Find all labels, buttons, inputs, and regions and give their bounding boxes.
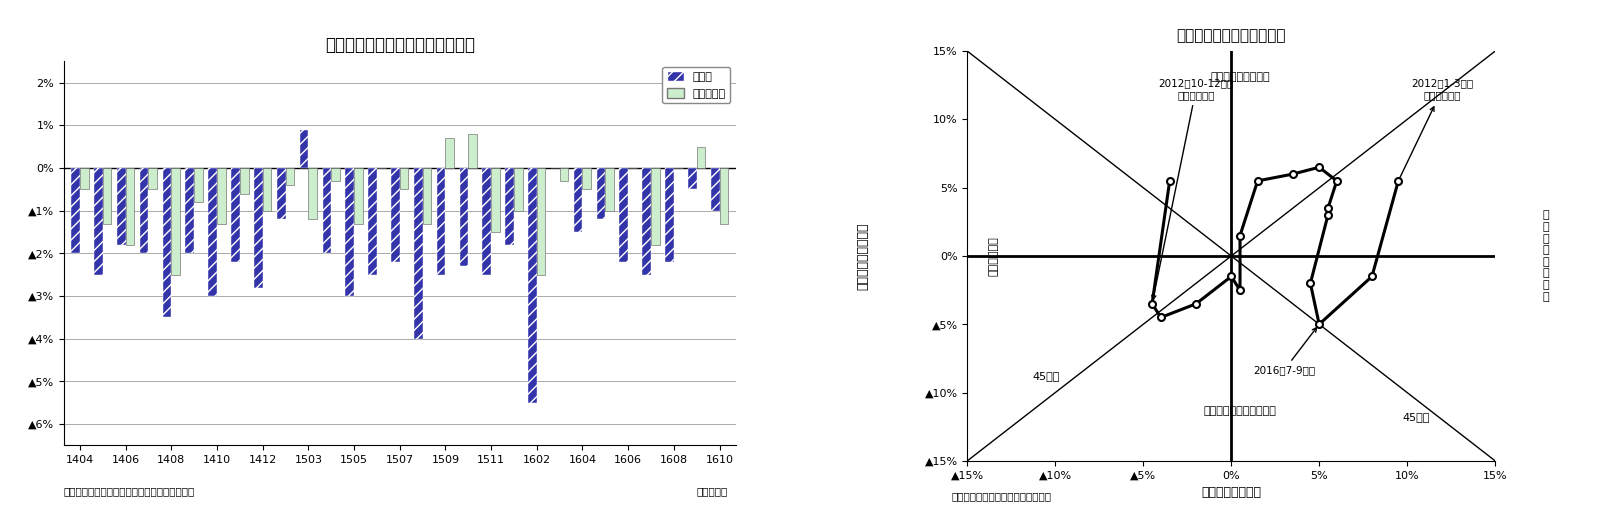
Bar [353,168,363,224]
Bar [102,168,112,224]
Text: 45度線: 45度線 [1033,371,1060,381]
Bar [345,168,353,296]
Bar [185,168,193,253]
Bar [422,168,432,224]
Text: 45度線: 45度線 [1402,412,1430,422]
Bar [392,168,400,262]
Bar [560,168,568,181]
Bar [697,147,705,168]
Bar [712,168,720,211]
Bar [643,168,651,275]
Bar [596,168,606,219]
Text: 2012年10-12月期
（景気の谷）: 2012年10-12月期 （景気の谷） [1151,78,1234,300]
Bar [163,168,171,317]
Bar [299,130,309,168]
Bar [651,168,660,245]
Bar [193,168,203,202]
Bar [437,168,446,275]
Text: 在
庫
積
み
増
し
局
面: 在 庫 積 み 増 し 局 面 [1543,210,1549,302]
X-axis label: 出荷・前年同期比: 出荷・前年同期比 [1201,486,1262,499]
Text: 在庫積み上がり局面: 在庫積み上がり局面 [1210,72,1270,82]
Bar [513,168,523,211]
Bar [139,168,149,253]
Bar [528,168,537,403]
Bar [117,168,126,245]
Bar [217,168,225,224]
Bar [126,168,134,245]
Legend: 実現率, 予測修正率: 実現率, 予測修正率 [662,67,731,103]
Title: 最近の実現率、予測修正率の推移: 最近の実現率、予測修正率の推移 [325,36,475,54]
Bar [368,168,377,275]
Bar [720,168,728,224]
Bar [208,168,217,296]
Y-axis label: 在庫・前年同期末比: 在庫・前年同期末比 [855,222,868,290]
Bar [459,168,469,266]
Text: （資料）経済産業省「製造工業生産予測指数」: （資料）経済産業省「製造工業生産予測指数」 [64,486,195,497]
Bar [491,168,500,232]
Bar [574,168,582,232]
Text: 2012年1-3月期
（景気の山）: 2012年1-3月期 （景気の山） [1399,78,1473,178]
Bar [483,168,491,275]
Bar [606,168,614,211]
Text: 意図せざる在庫減少局面: 意図せざる在庫減少局面 [1204,406,1276,416]
Bar [240,168,248,194]
Bar [414,168,422,339]
Bar [665,168,673,262]
Bar [309,168,317,219]
Bar [277,168,286,219]
Bar [688,168,697,189]
Bar [72,168,80,253]
Text: （資料）経済産業省「鉱工業指数」: （資料）経済産業省「鉱工業指数」 [951,492,1052,502]
Bar [469,134,477,168]
Bar [80,168,88,189]
Bar [171,168,181,275]
Bar [537,168,545,275]
Text: 2016年7-9月期: 2016年7-9月期 [1254,328,1316,375]
Bar [149,168,157,189]
Bar [505,168,513,245]
Text: 在庫調整局面: 在庫調整局面 [988,236,999,276]
Bar [446,138,454,168]
Bar [254,168,262,288]
Bar [619,168,628,262]
Text: （年・月）: （年・月） [696,486,728,497]
Bar [94,168,102,275]
Bar [232,168,240,262]
Bar [331,168,341,181]
Bar [323,168,331,253]
Bar [582,168,592,189]
Title: 在庫循環図（鉱工業全体）: 在庫循環図（鉱工業全体） [1177,28,1286,43]
Bar [286,168,294,185]
Bar [262,168,272,211]
Bar [400,168,408,189]
